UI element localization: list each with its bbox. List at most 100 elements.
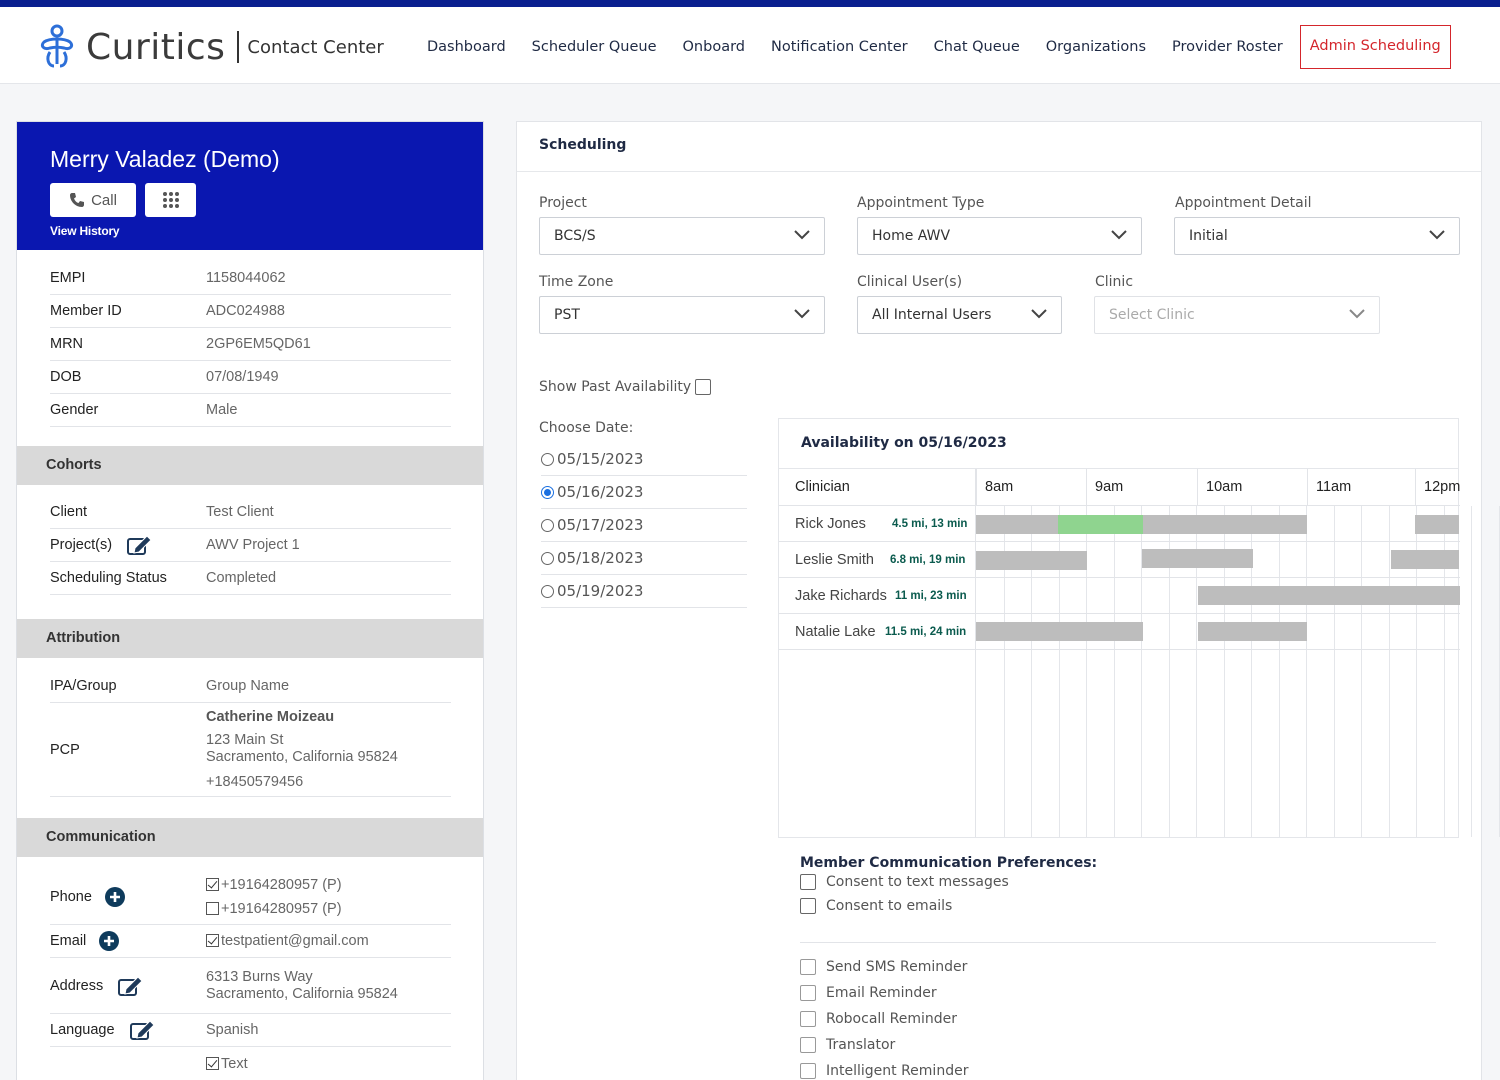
date-radio[interactable] — [541, 485, 554, 499]
phone-icon — [70, 193, 85, 207]
appointment-type-label: Appointment Type — [857, 195, 985, 211]
consent-email-option[interactable]: Consent to emails — [800, 898, 952, 914]
edit-language-icon[interactable] — [129, 1020, 156, 1040]
email-checkbox[interactable] — [206, 934, 219, 947]
field-label: IPA/Group — [50, 678, 117, 694]
logo-divider — [237, 31, 240, 63]
time-zone-value: PST — [554, 307, 580, 323]
phone-option[interactable]: +19164280957 (P) — [206, 897, 451, 921]
clinician-name: Natalie Lake — [795, 624, 876, 640]
nav-admin-scheduling[interactable]: Admin Scheduling — [1299, 25, 1451, 69]
email-reminder-option[interactable]: Email Reminder — [800, 985, 937, 1001]
availability-slot[interactable] — [1198, 586, 1460, 605]
dialpad-button[interactable] — [145, 183, 196, 217]
field-label: Member ID — [50, 303, 122, 319]
date-option[interactable]: 05/18/2023 — [541, 542, 747, 575]
clinician-name: Leslie Smith — [795, 552, 874, 568]
grid-header-row — [779, 469, 1460, 506]
appointment-detail-select[interactable]: Initial — [1174, 217, 1460, 255]
date-option[interactable]: 05/19/2023 — [541, 575, 747, 608]
availability-slot[interactable] — [976, 551, 1087, 570]
field-label: Project(s) — [50, 537, 113, 553]
section-communication: Communication — [17, 818, 483, 857]
sms-reminder-checkbox[interactable] — [800, 959, 816, 975]
field-value: Male — [206, 402, 238, 418]
appointment-type-select[interactable]: Home AWV — [857, 217, 1142, 255]
nav-dashboard[interactable]: Dashboard — [427, 39, 506, 55]
clinician-distance: 11.5 mi, 24 min — [885, 626, 967, 638]
clinician-row: Natalie Lake 11.5 mi, 24 min — [779, 614, 1460, 650]
time-slot-line — [1471, 506, 1472, 837]
availability-slot[interactable] — [1391, 550, 1459, 569]
show-past-availability[interactable]: Show Past Availability — [539, 379, 712, 395]
edit-projects-icon[interactable] — [127, 535, 153, 555]
nav-chat-queue[interactable]: Chat Queue — [933, 39, 1020, 55]
chevron-down-icon — [1031, 309, 1047, 319]
clinician-distance: 4.5 mi, 13 min — [892, 518, 968, 530]
date-option-selected[interactable]: 05/16/2023 — [541, 476, 747, 509]
robocall-reminder-checkbox[interactable] — [800, 1011, 816, 1027]
edit-address-icon[interactable] — [118, 975, 144, 996]
email-value: testpatient@gmail.com — [221, 933, 369, 949]
availability-slot[interactable] — [1143, 515, 1307, 534]
availability-slot-selected[interactable] — [1058, 515, 1143, 534]
date-radio[interactable] — [541, 452, 554, 466]
communication-body: Phone +19164280957 (P) +19164280957 (P) … — [17, 857, 483, 1080]
clinical-users-select[interactable]: All Internal Users — [857, 296, 1062, 334]
field-row-phone: Phone +19164280957 (P) +19164280957 (P) — [50, 869, 451, 925]
availability-slot[interactable] — [1142, 549, 1253, 568]
availability-slot[interactable] — [976, 515, 1058, 534]
view-history-link[interactable]: View History — [50, 224, 120, 238]
project-label: Project — [539, 195, 587, 211]
date-option[interactable]: 05/15/2023 — [541, 443, 747, 476]
date-radio[interactable] — [541, 584, 554, 598]
consent-text-checkbox[interactable] — [800, 874, 816, 890]
consent-email-checkbox[interactable] — [800, 898, 816, 914]
phone-option[interactable]: +19164280957 (P) — [206, 873, 451, 897]
field-value: 2GP6EM5QD61 — [206, 336, 311, 352]
date-radio[interactable] — [541, 518, 554, 532]
consent-text-option[interactable]: Consent to text messages — [800, 874, 1009, 890]
time-zone-select[interactable]: PST — [539, 296, 825, 334]
sms-reminder-option[interactable]: Send SMS Reminder — [800, 959, 967, 975]
clinic-select[interactable]: Select Clinic — [1094, 296, 1380, 334]
pcp-address-line2: Sacramento, California 95824 — [206, 748, 398, 765]
nav-onboard[interactable]: Onboard — [682, 39, 745, 55]
nav-organizations[interactable]: Organizations — [1045, 39, 1147, 55]
robocall-reminder-option[interactable]: Robocall Reminder — [800, 1011, 957, 1027]
translator-option[interactable]: Translator — [800, 1037, 895, 1053]
time-zone-label: Time Zone — [539, 274, 614, 290]
translator-checkbox[interactable] — [800, 1037, 816, 1053]
phone-checkbox[interactable] — [206, 901, 219, 915]
field-row-pcp: PCP Catherine Moizeau 123 Main St Sacram… — [50, 703, 451, 797]
time-slot-line — [1306, 506, 1307, 837]
nav-provider-roster[interactable]: Provider Roster — [1172, 39, 1283, 55]
brand-subtitle: Contact Center — [247, 36, 384, 58]
intelligent-reminder-checkbox[interactable] — [800, 1063, 816, 1079]
field-label: Client — [50, 504, 88, 520]
availability-slot[interactable] — [976, 622, 1143, 641]
add-email-icon[interactable] — [99, 931, 120, 951]
date-option[interactable]: 05/17/2023 — [541, 509, 747, 542]
project-select[interactable]: BCS/S — [539, 217, 825, 255]
show-past-checkbox[interactable] — [695, 379, 712, 395]
nav-notification-center[interactable]: Notification Center — [771, 39, 908, 55]
hour-label: 12pm — [1415, 469, 1460, 506]
date-radio[interactable] — [541, 551, 554, 565]
nav-scheduler-queue[interactable]: Scheduler Queue — [531, 39, 657, 55]
call-button[interactable]: Call — [50, 183, 136, 217]
phone-checkbox[interactable] — [206, 877, 219, 891]
time-slot-line — [1168, 506, 1170, 837]
clinician-header: Clinician — [795, 479, 850, 495]
add-phone-icon[interactable] — [104, 886, 125, 907]
availability-slot[interactable] — [1415, 515, 1459, 534]
email-reminder-checkbox[interactable] — [800, 985, 816, 1001]
member-panel: Merry Valadez (Demo) Call View History E… — [16, 121, 484, 1080]
intelligent-reminder-option[interactable]: Intelligent Reminder — [800, 1063, 968, 1079]
brand-logo[interactable]: Curitics Contact Center — [36, 24, 384, 70]
availability-slot[interactable] — [1198, 622, 1307, 641]
member-name: Merry Valadez (Demo) — [50, 146, 280, 172]
clinical-users-value: All Internal Users — [872, 307, 992, 323]
time-slot-line — [1113, 506, 1115, 837]
text-pref-checkbox[interactable] — [206, 1056, 219, 1070]
